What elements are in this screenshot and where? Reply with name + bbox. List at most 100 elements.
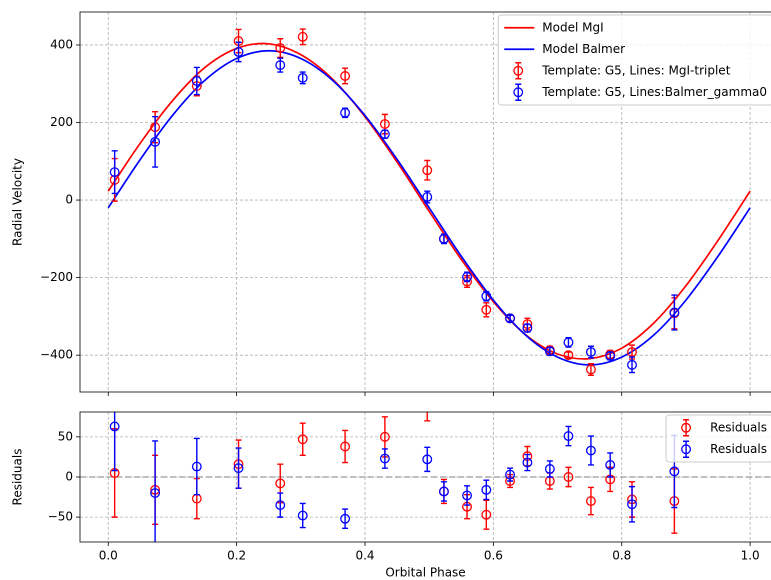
error-bar (193, 66, 200, 96)
data-point (627, 499, 637, 510)
legend-label: Model Balmer (542, 42, 625, 56)
data-point (605, 350, 616, 361)
data-point (297, 434, 308, 445)
data-point (605, 460, 616, 470)
data-point (563, 472, 574, 482)
axes-frame (79, 411, 771, 543)
error-bar (111, 150, 118, 195)
error-bar (424, 159, 431, 181)
error-bar (607, 452, 614, 478)
error-bar (629, 356, 636, 374)
error-bar (671, 294, 678, 331)
legend-label: Residuals (710, 442, 767, 456)
y-tick-label: 0 (65, 470, 73, 484)
error-bar (524, 453, 531, 472)
error-bar (565, 351, 572, 359)
data-point (563, 337, 574, 348)
legend-handle (513, 65, 524, 76)
error-bar (235, 447, 242, 489)
error-bar (111, 412, 118, 472)
data-point (563, 350, 574, 361)
data-point (438, 486, 449, 497)
data-point (585, 496, 596, 507)
error-bar (565, 466, 572, 488)
error-bar (507, 314, 514, 323)
data-point (462, 490, 472, 501)
data-point (438, 233, 449, 244)
y-tick-label: 200 (50, 115, 73, 129)
data-point (422, 192, 433, 202)
x-tick-label: 0.4 (355, 549, 374, 563)
data-point (585, 347, 596, 358)
legend: Residuals Residuals (665, 414, 771, 463)
data-point (522, 457, 533, 468)
error-bar (546, 460, 553, 478)
model-line (107, 49, 751, 366)
data-point (340, 513, 351, 524)
y-tick-label: −50 (48, 510, 73, 524)
error-bar (342, 429, 349, 464)
x-tick-label: 0.2 (227, 549, 246, 563)
x-tick-label: 0.0 (99, 549, 118, 563)
data-point (379, 119, 390, 130)
x-tick-label: 1.0 (741, 549, 760, 563)
error-bar (152, 115, 159, 168)
data-point (423, 396, 432, 405)
x-tick-label: 0.6 (484, 549, 503, 563)
legend-label: Template: G5, Lines: MgI-triplet (541, 63, 730, 77)
error-bar (381, 448, 388, 469)
y-axis-label: Residuals (11, 449, 25, 506)
data-point (379, 129, 390, 140)
error-bar (629, 485, 636, 523)
data-point (191, 461, 202, 472)
y-axis-label: Radial Velocity (11, 158, 25, 246)
data-point (275, 478, 286, 489)
data-point (275, 500, 286, 511)
legend-box (665, 414, 771, 463)
legend-box (497, 14, 771, 106)
data-point (585, 364, 596, 375)
data-point (233, 46, 244, 57)
error-bar (342, 67, 349, 85)
data-point (340, 441, 351, 452)
data-point (275, 60, 286, 71)
error-bar (483, 479, 490, 501)
data-point (563, 431, 574, 442)
error-bar (152, 440, 159, 542)
error-bar (299, 502, 306, 529)
data-point (191, 76, 202, 86)
data-point (379, 431, 390, 442)
legend-handle (681, 444, 692, 455)
data-point (585, 445, 596, 456)
data-point (544, 464, 555, 474)
data-point (379, 453, 390, 464)
data-point (297, 72, 308, 83)
data-point (109, 421, 120, 432)
data-point (481, 484, 492, 495)
model-line (107, 42, 751, 360)
data-point (462, 271, 472, 282)
data-point (481, 304, 492, 315)
data-point (627, 347, 637, 358)
error-bar (299, 28, 306, 46)
legend-label: Template: G5, Lines:Balmer_gamma0 (541, 85, 767, 99)
data-point (340, 71, 351, 81)
error-bar (587, 435, 594, 466)
x-tick-label: 0.8 (612, 549, 631, 563)
data-point (297, 31, 308, 42)
data-point (109, 167, 120, 178)
legend-handle (515, 62, 522, 80)
error-bar (277, 38, 284, 59)
data-point (669, 307, 680, 318)
data-point (275, 43, 286, 54)
legend-handle (515, 83, 522, 101)
error-bar (342, 508, 349, 530)
error-bar (565, 425, 572, 447)
error-bar (587, 486, 594, 516)
y-tick-label: −400 (40, 348, 73, 362)
legend-handle (683, 440, 690, 458)
legend-handle (683, 419, 690, 437)
y-tick-label: −200 (40, 270, 73, 284)
data-point (669, 466, 680, 477)
